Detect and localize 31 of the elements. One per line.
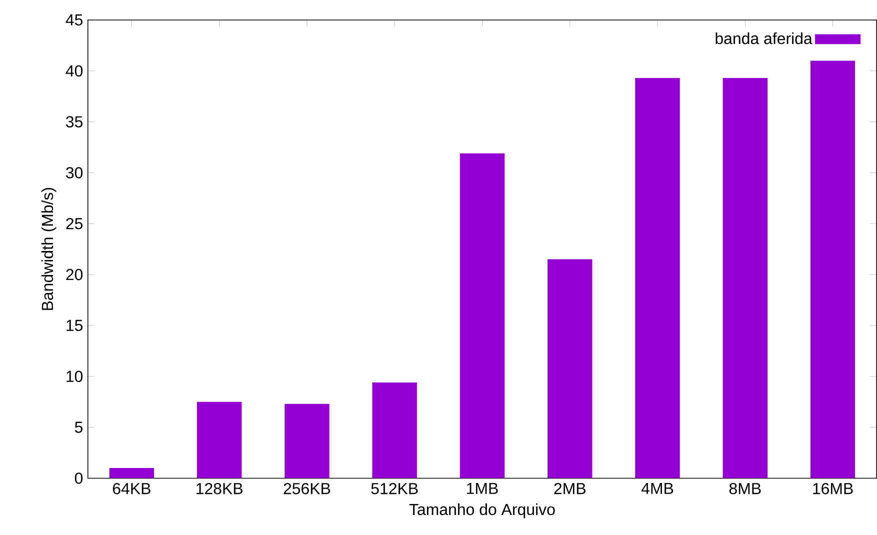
bar [548, 259, 592, 478]
x-tick-label: 256KB [284, 482, 330, 494]
x-tick-label: 512KB [371, 482, 418, 494]
x-tick-label: 16MB [813, 482, 853, 494]
bar [810, 60, 856, 478]
x-tick-label: 4MB [641, 482, 674, 494]
bar [109, 468, 154, 478]
x-tick-label: 128KB [196, 482, 242, 494]
x-tick-label: 1MB [467, 482, 498, 494]
y-tick-label: 5 [74, 422, 82, 433]
y-tick-label: 0 [74, 472, 83, 484]
y-tick-label: 30 [66, 167, 83, 178]
bar [635, 78, 680, 478]
y-tick-label: 35 [66, 116, 82, 128]
x-tick-label: 2MB [554, 482, 586, 494]
bar [196, 402, 242, 478]
x-axis-title: Tamanho do Arquivo [409, 503, 555, 518]
y-tick-label: 10 [66, 370, 83, 382]
y-tick-label: 20 [66, 268, 83, 280]
x-tick-label: 8MB [729, 482, 761, 494]
bar [460, 153, 505, 478]
x-tick-label: 64KB [112, 482, 150, 494]
y-tick-label: 25 [66, 218, 82, 230]
y-tick-label: 45 [66, 14, 82, 26]
y-axis-title: Bandwidth (Mb/s) [41, 188, 56, 310]
y-tick-label: 15 [66, 320, 82, 331]
bar [722, 78, 768, 478]
bar [284, 404, 330, 478]
y-tick-label: 40 [66, 65, 83, 76]
bar [372, 382, 417, 478]
legend-label: banda aferida [716, 32, 812, 44]
